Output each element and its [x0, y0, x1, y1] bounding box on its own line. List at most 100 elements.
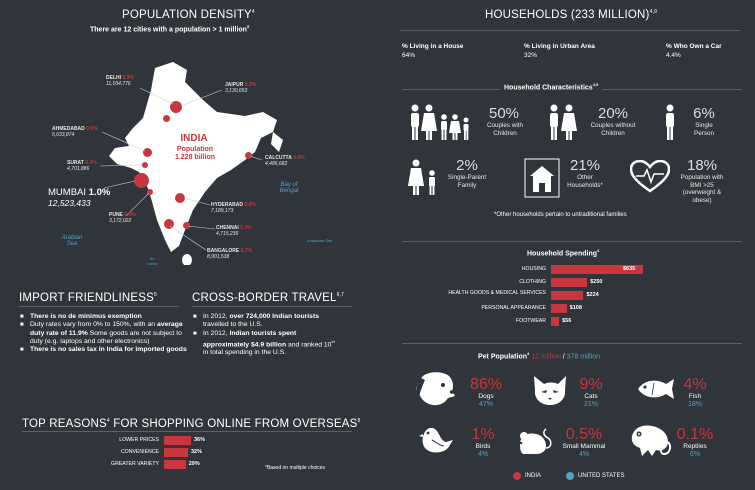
cat-icon: [534, 376, 566, 405]
legend-us: UNITED STATES: [566, 472, 624, 480]
bay-of-bengal-label: Bay of Bengal: [279, 182, 299, 194]
char-note: *Other households pertain to untradition…: [494, 212, 627, 218]
char-pct-single-parent: 2%: [456, 157, 478, 174]
char-label-couples-no-children: Couples without Children: [590, 122, 636, 137]
india-map: [109, 62, 283, 265]
city-hyderabad: HYDERABAD 0.6% 7,189,173: [211, 202, 256, 214]
fish-icon: [638, 379, 674, 399]
char-label-bmi: Population with BMI >25 (overweight & ob…: [680, 174, 724, 204]
households-divider: [400, 30, 740, 31]
char-pct-single: 6%: [693, 105, 715, 122]
spending-divider: [402, 241, 742, 242]
spending-bar: [551, 304, 567, 313]
pets-title: Pet Population4 12 million / 378 million: [478, 351, 601, 361]
stat-car: % Who Own a Car 4.4%: [666, 43, 722, 59]
spending-bar-value: $250: [590, 279, 603, 285]
city-leader-lines: [99, 87, 263, 251]
dog-icon: [416, 372, 455, 406]
pet-dogs: 86% Dogs 47%: [469, 376, 503, 409]
char-pct-couples-no-children: 20%: [597, 105, 629, 122]
spending-bar: [551, 278, 588, 287]
chennai-dot: [183, 222, 190, 229]
import-list: There is no de minimus exemption Duty ra…: [19, 313, 191, 355]
bird-icon: [419, 427, 453, 453]
reasons-title: TOP REASONS4 FOR SHOPPING ONLINE FROM OV…: [22, 418, 361, 430]
legend-india: INDIA: [513, 472, 541, 480]
bar-label: CONVENIENCE: [120, 449, 159, 455]
bangalore-dot: [164, 219, 174, 229]
import-item: There is no de minimus exemption: [19, 313, 191, 322]
bar: [164, 460, 186, 469]
spending-bar-value: $56: [562, 318, 572, 324]
legend-india-swatch: [513, 472, 521, 480]
spending-chart: HOUSING $635 CLOTHING $250 HEALTH GOODS & ME…: [400, 265, 740, 335]
crossborder-title: CROSS-BORDER TRAVEL6,7: [192, 292, 345, 304]
stat-urban: % Living in Urban Area 32%: [524, 43, 595, 59]
calcutta-dot: [245, 152, 252, 159]
bar-value-label: 29%: [188, 461, 200, 467]
spending-bar-value: $224: [586, 292, 599, 298]
spending-title: Household Spending4: [527, 248, 600, 258]
city-surat: SURAT 0.4% 4,701,886: [67, 160, 97, 172]
char-pct-couples-children: 50%: [488, 105, 520, 122]
city-jaipur: JAIPUR 0.3% 3,130,653: [225, 82, 257, 94]
city-chennai: CHENNAI 0.4% 4,715,236: [216, 225, 252, 237]
mouse-icon: [519, 428, 552, 454]
import-item: There is no sales tax in India for impor…: [19, 346, 191, 355]
spending-bar: [551, 291, 584, 300]
households-title: HOUSEHOLDS (233 MILLION)4,9: [485, 9, 658, 21]
surat-dot: [142, 162, 148, 168]
spending-bar: [551, 317, 560, 326]
single-parent-icon: [408, 159, 435, 195]
bar: [164, 436, 191, 445]
jaipur-dot: [163, 115, 170, 122]
city-ahmedabad: AHMEDABAD 0.5% 5,633,874: [52, 126, 98, 138]
pune-dot: [147, 189, 153, 195]
reasons-note: *Based on multiple choices: [265, 465, 326, 471]
population-subtitle: There are 12 cities with a population > …: [90, 24, 250, 34]
bar-value-label: 32%: [191, 449, 203, 455]
bar: [164, 448, 188, 457]
country-label: INDIA: [180, 133, 208, 144]
char-pct-bmi: 18%: [686, 157, 718, 174]
crossborder-list: In 2012, over 724,000 Indian tourists tr…: [192, 313, 337, 358]
stat-house: % Living in a House 64%: [402, 43, 464, 59]
house-icon: [524, 158, 560, 198]
city-pune: PUNE 0.3% 3,172,022: [109, 212, 136, 224]
char-label-single: Single Person: [694, 122, 714, 137]
ahmedabad-dot: [143, 148, 152, 157]
crossborder-item: In 2012, Indian tourists spent approxima…: [192, 330, 337, 358]
sri-lanka-label: Sri Lanka: [146, 256, 158, 266]
spending-bar-label: HEALTH GOODS & MEDICAL SERVICES: [448, 290, 546, 296]
pets-divider: [402, 343, 742, 344]
pet-reptiles: 0.1% Reptiles 6%: [676, 426, 714, 459]
pet-birds: 1% Birds 4%: [471, 426, 495, 459]
char-label-single-parent: Single-Parent Family: [447, 174, 487, 189]
char-title: Household Characteristics4,9: [500, 82, 603, 92]
population-title: POPULATION DENSITY4: [122, 9, 255, 21]
country-population: Population 1.228 billion: [174, 146, 216, 161]
pet-small-mammal: 0.5% Small Mammal 4%: [562, 426, 606, 459]
bar-value-label: 36%: [194, 437, 206, 443]
crossborder-divider: [192, 306, 352, 307]
char-label-couples-children: Couples with Children: [486, 122, 524, 137]
arabian-sea-label: Arabian Sea: [61, 235, 83, 247]
mumbai-dot: [134, 173, 149, 188]
spending-bar-value: $635: [623, 266, 636, 272]
hyderabad-dot: [175, 193, 185, 203]
import-divider: [19, 306, 179, 307]
spending-bar-label: CLOTHING: [519, 279, 546, 285]
spending-bar-label: FOOTWEAR: [516, 318, 546, 324]
reasons-chart: LOWER PRICES 36% CONVENIENCE 32% GREATER VAR…: [0, 436, 380, 476]
crossborder-item: In 2012, over 724,000 Indian tourists tr…: [192, 313, 337, 330]
reasons-divider: [22, 431, 352, 432]
city-mumbai: MUMBAI 1.0% 12,523,433: [48, 187, 111, 208]
city-delhi: DELHI 0.9% 11,034,776: [106, 75, 134, 87]
bar-label: GREATER VARIETY: [111, 461, 159, 467]
import-title: IMPORT FRIENDLINESS5: [19, 292, 157, 304]
bar-label: LOWER PRICES: [119, 437, 159, 443]
pet-cats: 9% Cats 21%: [579, 376, 603, 409]
char-pct-other: 21%: [569, 157, 601, 174]
couple-icon: [550, 104, 577, 140]
spending-bar-value: $108: [569, 305, 582, 311]
